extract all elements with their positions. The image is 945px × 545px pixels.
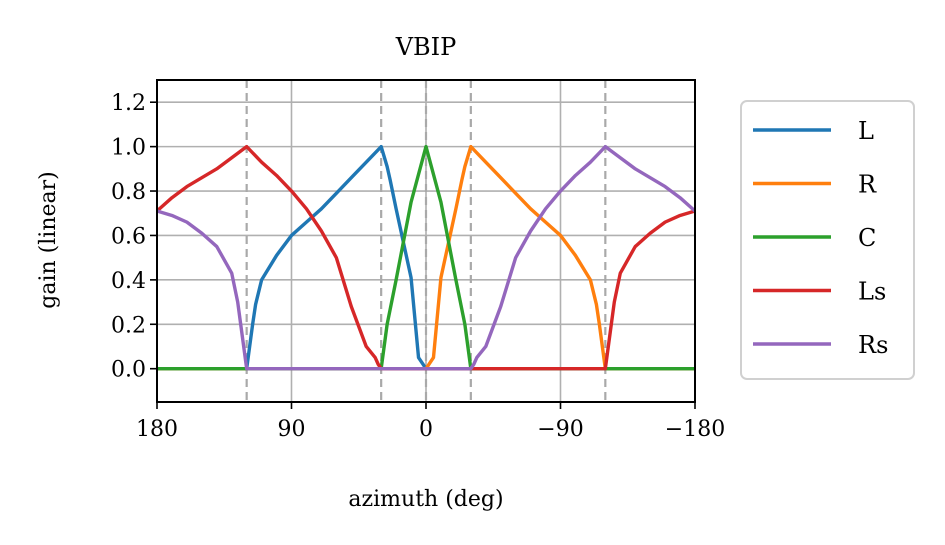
y-tick-label: 0.2 [111, 313, 146, 338]
y-axis-label: gain (linear) [36, 171, 61, 308]
y-tick-label: 0.4 [111, 269, 146, 294]
legend: LRC Ls Rs [740, 100, 915, 380]
y-tick-label: 1.2 [111, 91, 146, 116]
y-tick-label: 0.0 [111, 358, 146, 383]
series-line-ls [157, 144, 695, 371]
x-tick-label: 180 [136, 417, 178, 442]
legend-label-r: R [858, 171, 877, 199]
y-tick-label: 1.0 [111, 136, 146, 161]
series-line-l [157, 144, 695, 371]
chart-title: VBIP [395, 33, 457, 61]
series-group [157, 144, 695, 371]
x-tick-label: 90 [278, 417, 306, 442]
legend-box [740, 100, 915, 380]
legend-label-rs: Rs [858, 331, 888, 359]
x-tick-label: 0 [419, 417, 433, 442]
x-tick-label: −90 [537, 417, 583, 442]
legend-label-c: C [858, 224, 876, 252]
y-tick-label: 0.8 [111, 180, 146, 205]
x-tick-label: −180 [665, 417, 725, 442]
series-line-c [157, 144, 695, 371]
series-line-rs [157, 144, 695, 371]
series-line-r [157, 144, 695, 371]
legend-label-l: L [858, 117, 874, 145]
y-tick-label: 0.6 [111, 224, 146, 249]
legend-label-ls: Ls [858, 278, 886, 306]
x-axis-label: azimuth (deg) [348, 487, 503, 512]
plot-area: 180 90 0 −90 −180 0.0 0.2 0.4 0.6 0.8 1.0 1.2 [111, 79, 725, 442]
